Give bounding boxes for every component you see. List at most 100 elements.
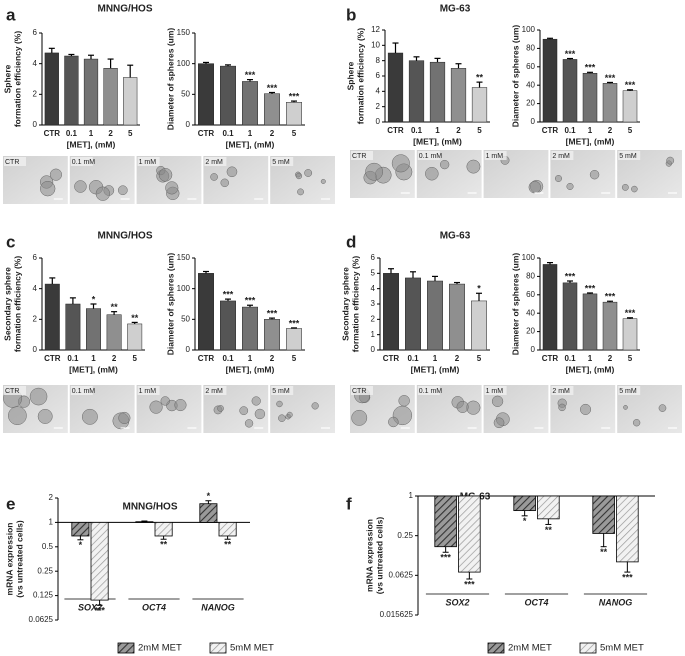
sphere [304, 169, 313, 177]
significance: *** [565, 271, 576, 281]
y-tick-label: 4 [33, 59, 38, 68]
bar [562, 282, 578, 351]
significance: *** [245, 70, 256, 80]
significance: ** [131, 313, 139, 323]
bar [434, 495, 457, 548]
y-tick-label: 0 [33, 345, 38, 354]
y-tick-label: 0.125 [33, 591, 54, 600]
y-tick-label: 1 [49, 518, 54, 527]
x-tick-label: 5 [477, 126, 482, 135]
bar [582, 72, 598, 123]
x-tick-label: 0.1 [66, 129, 78, 138]
y-tick-label: 20 [526, 327, 535, 336]
sphere [278, 414, 286, 422]
bar [542, 38, 558, 123]
x-tick-label: SOX2 [78, 602, 102, 612]
x-tick-label: CTR [44, 354, 61, 363]
y-tick-label: 0 [186, 120, 191, 129]
sphere [239, 406, 249, 416]
y-axis-label: mRNA expression [364, 519, 374, 592]
y-tick-label: 0.25 [397, 531, 413, 540]
y-tick-label: 6 [33, 253, 38, 262]
photo-label-bg [4, 386, 26, 395]
legend-label: 5mM MET [600, 643, 644, 654]
panel-title: MNNG/HOS [123, 502, 178, 513]
y-tick-label: 0 [531, 345, 536, 354]
sphere [631, 185, 638, 193]
x-tick-label: 2 [608, 354, 613, 363]
y-tick-label: 0.0625 [29, 615, 54, 624]
significance: *** [625, 308, 636, 318]
photo-label: 5 mM [272, 159, 290, 166]
x-axis-label: [MET], (mM) [226, 139, 275, 149]
sphere [8, 406, 27, 425]
photo-label-bg [70, 386, 93, 395]
panel-letter: b [346, 5, 356, 24]
x-tick-label: 0.1 [67, 354, 79, 363]
x-tick-label: 2 [608, 126, 613, 135]
bar [562, 59, 578, 123]
significance: *** [223, 289, 234, 299]
bar [427, 280, 443, 351]
sphere [528, 181, 541, 194]
y-tick-label: 2 [49, 493, 54, 502]
x-axis-label: [MET], (mM) [411, 364, 460, 374]
x-tick-label: CTR [387, 126, 404, 135]
sphere [621, 183, 629, 191]
x-tick-label: 1 [248, 354, 253, 363]
sphere [554, 175, 562, 183]
significance: ** [160, 540, 168, 550]
x-tick-label: 2 [455, 354, 460, 363]
x-tick-label: CTR [44, 129, 61, 138]
significance: ** [224, 540, 232, 550]
y-tick-label: 0 [531, 117, 536, 126]
x-tick-label: NANOG [599, 597, 633, 607]
photo-label: 1 mM [139, 388, 157, 395]
x-tick-label: 2 [112, 354, 117, 363]
bar [123, 77, 138, 126]
x-tick-label: 5 [128, 129, 133, 138]
x-tick-label: 0.1 [564, 126, 576, 135]
panel-title: MNNG/HOS [98, 231, 153, 242]
x-tick-label: 5 [292, 129, 297, 138]
x-tick-label: 0.1 [407, 354, 419, 363]
x-tick-label: 0.1 [411, 126, 423, 135]
significance: * [79, 540, 83, 550]
bar [198, 63, 214, 126]
photo-label-bg [70, 157, 93, 166]
x-tick-label: 1 [588, 354, 593, 363]
photo-label-bg [484, 151, 507, 160]
bar [242, 306, 258, 351]
photo-label: 2 mM [552, 153, 570, 160]
bar [405, 277, 421, 351]
x-tick-label: 2 [456, 126, 461, 135]
y-tick-label: 80 [526, 44, 535, 53]
x-tick-label: CTR [198, 129, 215, 138]
photo-label-bg [204, 386, 227, 395]
y-tick-label: 0 [376, 117, 381, 126]
photo-label: CTR [352, 153, 366, 160]
y-axis-label: Diameter of spheres (um) [165, 253, 175, 356]
sphere [391, 154, 410, 173]
x-tick-label: 2 [270, 354, 275, 363]
photo-label: 2 mM [552, 388, 570, 395]
significance: * [477, 284, 481, 294]
sphere [566, 182, 574, 190]
y-axis-label: (vs untreated cells) [374, 517, 384, 595]
bar [264, 93, 280, 126]
panel-title: MG-63 [440, 4, 471, 15]
bar [622, 90, 638, 123]
y-tick-label: 10 [371, 40, 380, 49]
sphere [29, 387, 48, 406]
photo-label-bg [271, 386, 294, 395]
sphere [589, 169, 600, 180]
y-tick-label: 0.015625 [380, 610, 414, 619]
photo-label-bg [351, 151, 373, 160]
photo-label: 2 mM [205, 159, 223, 166]
x-tick-label: 1 [588, 126, 593, 135]
y-tick-label: 2 [33, 89, 38, 98]
sphere [37, 408, 53, 424]
y-tick-label: 2 [33, 314, 38, 323]
bar [90, 522, 109, 601]
significance: *** [464, 579, 475, 589]
